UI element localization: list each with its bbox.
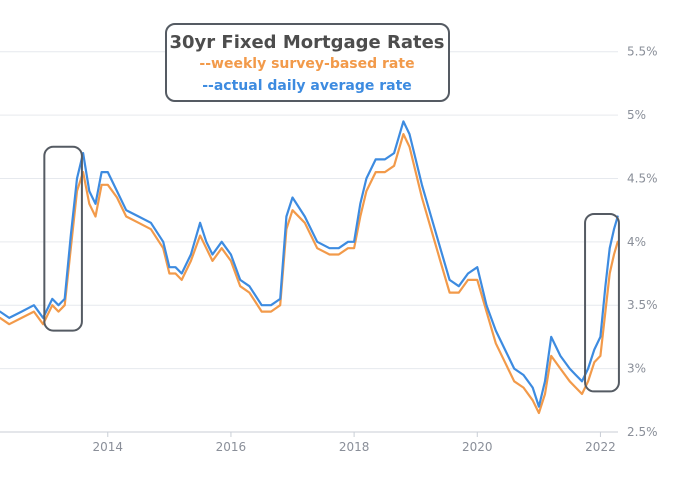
x-tick-label-3: 2020 bbox=[462, 440, 493, 454]
y-tick-label-2: 3.5% bbox=[627, 298, 658, 312]
y-tick-label-4: 4.5% bbox=[627, 171, 658, 185]
series-lines bbox=[0, 120, 619, 415]
x-tick-label-0: 2014 bbox=[92, 440, 123, 454]
y-tick-label-3: 4% bbox=[627, 235, 646, 249]
x-axis-ticks: 2014 2016 2018 2020 2022 bbox=[0, 431, 618, 454]
series-line-0 bbox=[0, 133, 619, 415]
x-tick-label-4: 2022 bbox=[585, 440, 616, 454]
y-tick-label-1: 3% bbox=[627, 362, 646, 376]
highlight-box-0 bbox=[43, 145, 83, 332]
legend-entry-daily: --actual daily average rate bbox=[202, 78, 412, 94]
y-tick-label-6: 5.5% bbox=[627, 45, 658, 59]
legend: 30yr Fixed Mortgage Rates --weekly surve… bbox=[165, 23, 450, 102]
highlight-boxes bbox=[43, 145, 620, 393]
x-tick-label-1: 2016 bbox=[216, 440, 247, 454]
x-tick-label-2: 2018 bbox=[339, 440, 370, 454]
legend-box bbox=[165, 23, 450, 102]
legend-entry-weekly: --weekly survey-based rate bbox=[199, 56, 414, 72]
highlight-box-1 bbox=[584, 212, 620, 393]
y-tick-label-0: 2.5% bbox=[627, 425, 658, 439]
series-line-1 bbox=[0, 120, 619, 408]
chart-title: 30yr Fixed Mortgage Rates bbox=[169, 32, 444, 53]
y-axis-ticks: 2.5% 3% 3.5% 4% 4.5% 5% 5.5% bbox=[627, 45, 658, 439]
y-gridlines bbox=[0, 51, 618, 433]
y-tick-label-5: 5% bbox=[627, 108, 646, 122]
